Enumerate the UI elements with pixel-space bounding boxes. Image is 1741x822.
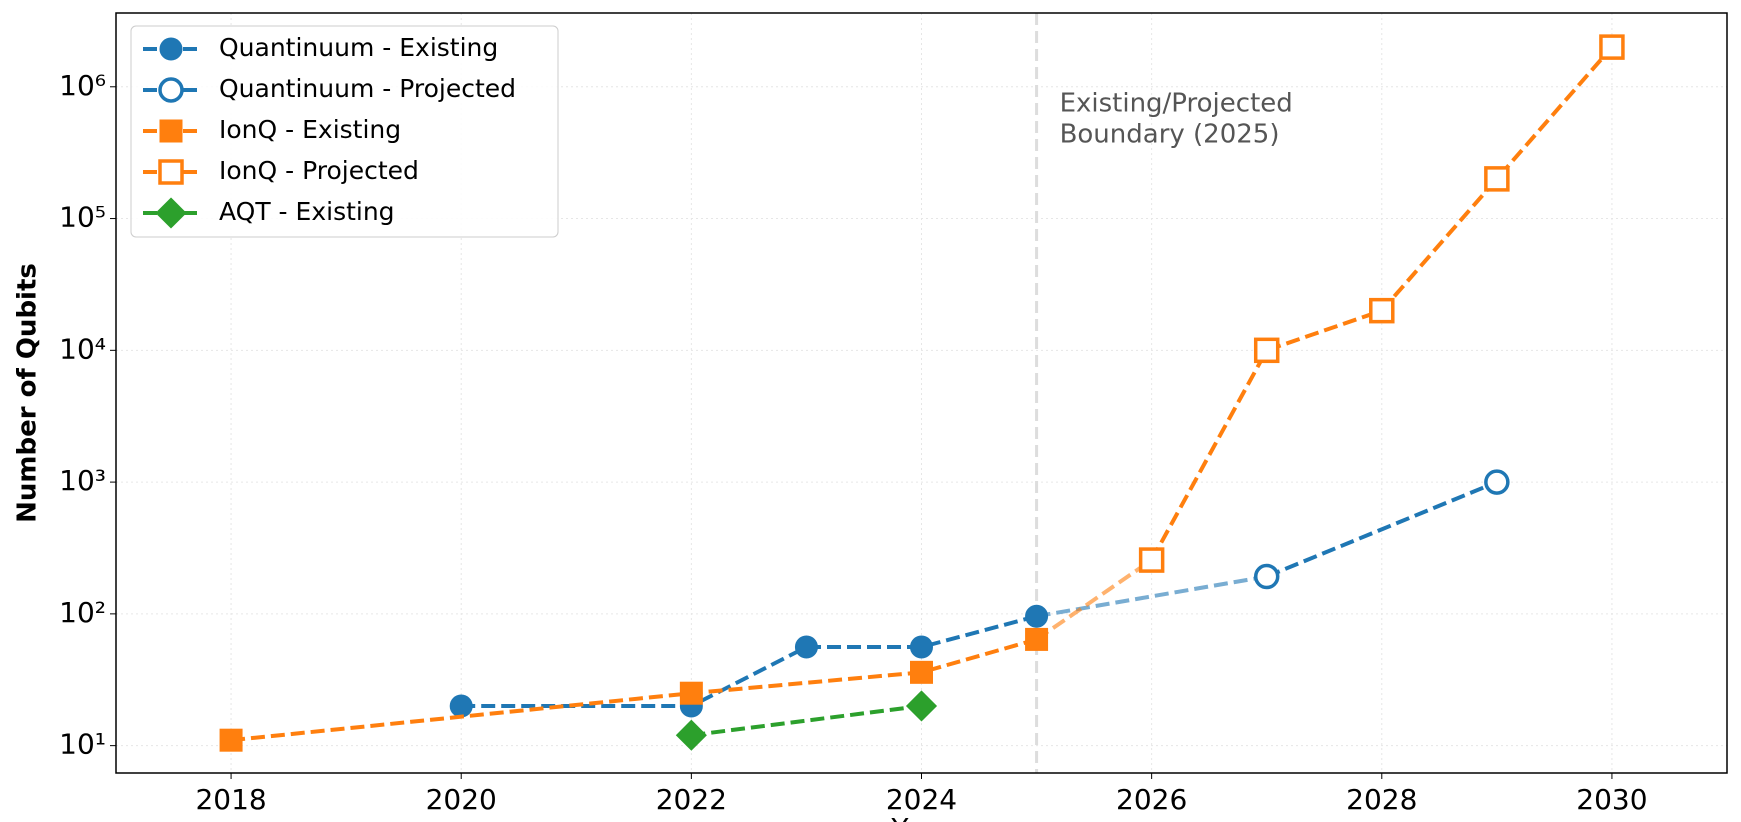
- y-tick-label: 10²: [59, 596, 106, 629]
- marker: [910, 660, 933, 684]
- legend-label: AQT - Existing: [219, 197, 395, 226]
- plot-frame: [115, 12, 1728, 774]
- marker: [159, 119, 183, 143]
- marker: [679, 681, 703, 705]
- series-line: [230, 637, 1038, 743]
- marker: [910, 635, 933, 659]
- series-line: [691, 703, 922, 738]
- marker: [1484, 469, 1510, 495]
- marker: [158, 77, 184, 103]
- connector-line: [1035, 558, 1153, 642]
- x-tick-label: 2020: [426, 783, 497, 816]
- connector-line: [1036, 574, 1268, 619]
- marker: [1253, 337, 1280, 364]
- series-line: [1265, 480, 1498, 579]
- marker: [794, 635, 818, 659]
- marker: [159, 37, 183, 61]
- legend-label: IonQ - Existing: [219, 115, 401, 144]
- x-tick-label: 2026: [1116, 783, 1187, 816]
- marker: [449, 694, 473, 718]
- legend-label: Quantinuum - Projected: [219, 74, 516, 103]
- series-line: [461, 614, 1038, 708]
- y-tick-label: 10⁶: [59, 69, 106, 102]
- marker: [158, 159, 184, 185]
- marker: [1138, 547, 1165, 573]
- legend-label: Quantinuum - Existing: [219, 33, 498, 62]
- marker: [905, 690, 938, 722]
- legend-box: [130, 25, 559, 238]
- marker: [1025, 604, 1049, 628]
- marker: [219, 728, 243, 752]
- x-tick-label: 2018: [195, 783, 266, 816]
- x-tick-label: 2024: [886, 783, 957, 816]
- marker: [1025, 627, 1049, 651]
- y-tick-label: 10⁵: [59, 201, 106, 234]
- legend-label: IonQ - Projected: [219, 156, 419, 185]
- x-tick-label: 2030: [1576, 783, 1647, 816]
- y-tick-label: 10⁴: [59, 332, 106, 365]
- y-tick-label: 10³: [59, 464, 106, 497]
- boundary-annotation: Existing/Projected: [1060, 89, 1293, 119]
- x-tick-label: 2028: [1346, 783, 1417, 816]
- marker: [155, 197, 187, 229]
- y-tick-label: 10¹: [59, 728, 106, 761]
- boundary-annotation: Boundary (2025): [1060, 120, 1280, 150]
- y-axis-label: Number of Qubits: [13, 263, 43, 523]
- marker: [1484, 166, 1510, 192]
- marker: [1253, 563, 1280, 590]
- x-axis-label: Year: [890, 812, 951, 822]
- marker: [675, 719, 707, 751]
- x-tick-label: 2022: [656, 783, 727, 816]
- marker: [1369, 297, 1395, 324]
- marker: [1599, 34, 1625, 60]
